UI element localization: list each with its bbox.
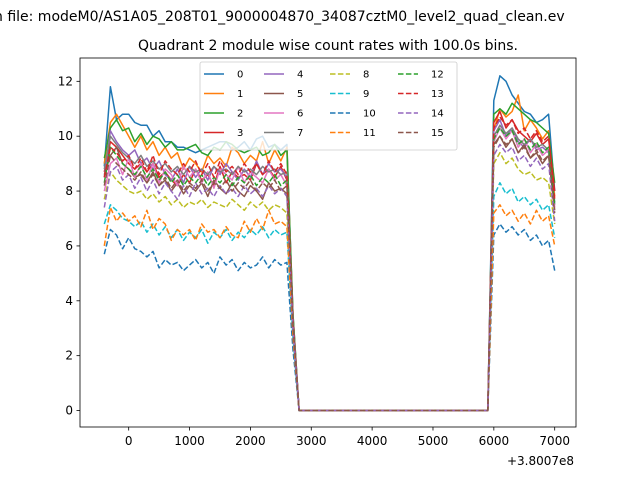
legend-label-3: 3	[237, 128, 243, 139]
legend-label-1: 1	[237, 89, 243, 100]
series-line-7	[103, 124, 556, 412]
x-tick-label: 3000	[296, 434, 327, 448]
y-tick-label: 8	[65, 184, 73, 198]
legend-box	[199, 61, 458, 151]
legend-label-5: 5	[297, 89, 303, 100]
y-tick-label: 2	[65, 349, 73, 363]
legend-label-14: 14	[431, 109, 444, 120]
legend-label-13: 13	[431, 89, 444, 100]
y-tick-label: 6	[65, 239, 73, 253]
series-line-14	[103, 143, 556, 412]
y-tick-label: 12	[58, 74, 73, 88]
series-line-5	[103, 135, 556, 412]
series-line-10	[103, 223, 556, 412]
legend-label-11: 11	[363, 128, 376, 139]
legend-label-15: 15	[431, 128, 444, 139]
plot-area	[79, 57, 577, 428]
y-tick-label: 4	[65, 294, 73, 308]
legend-label-6: 6	[297, 109, 303, 120]
y-tick-label: 0	[65, 404, 73, 418]
series-line-6	[103, 127, 556, 412]
legend-label-7: 7	[297, 128, 303, 139]
series-line-15	[103, 135, 556, 412]
series-line-3	[103, 110, 556, 412]
legend-label-10: 10	[363, 109, 376, 120]
x-offset-label: +3.8007e8	[507, 454, 574, 468]
series-line-13	[103, 116, 556, 412]
series-line-8	[103, 151, 556, 412]
legend-label-2: 2	[237, 109, 243, 120]
x-tick-label: 5000	[418, 434, 449, 448]
x-axis: 0 1000 2000 3000 4000 5000 6000 7000	[125, 427, 570, 448]
y-tick-label: 10	[58, 129, 73, 143]
y-axis: 0 2 4 6 8 10 12	[58, 74, 80, 418]
series-line-4	[103, 118, 556, 412]
x-tick-label: 7000	[539, 434, 570, 448]
x-tick-label: 2000	[235, 434, 266, 448]
legend-label-9: 9	[363, 89, 369, 100]
legend-label-8: 8	[363, 70, 369, 81]
legend-label-4: 4	[297, 70, 303, 81]
legend-label-12: 12	[431, 70, 444, 81]
legend-label-0: 0	[237, 70, 243, 81]
x-tick-label: 0	[125, 434, 133, 448]
figure-suptitle: n file: modeM0/AS1A05_208T01_9000004870_…	[0, 9, 565, 25]
chart-title: Quadrant 2 module wise count rates with …	[138, 38, 518, 54]
series-line-12	[103, 127, 556, 412]
x-tick-label: 4000	[357, 434, 388, 448]
x-tick-label: 6000	[479, 434, 510, 448]
series-layer	[103, 75, 556, 412]
x-tick-label: 1000	[174, 434, 205, 448]
series-line-11	[103, 204, 556, 412]
series-line-9	[103, 182, 556, 412]
